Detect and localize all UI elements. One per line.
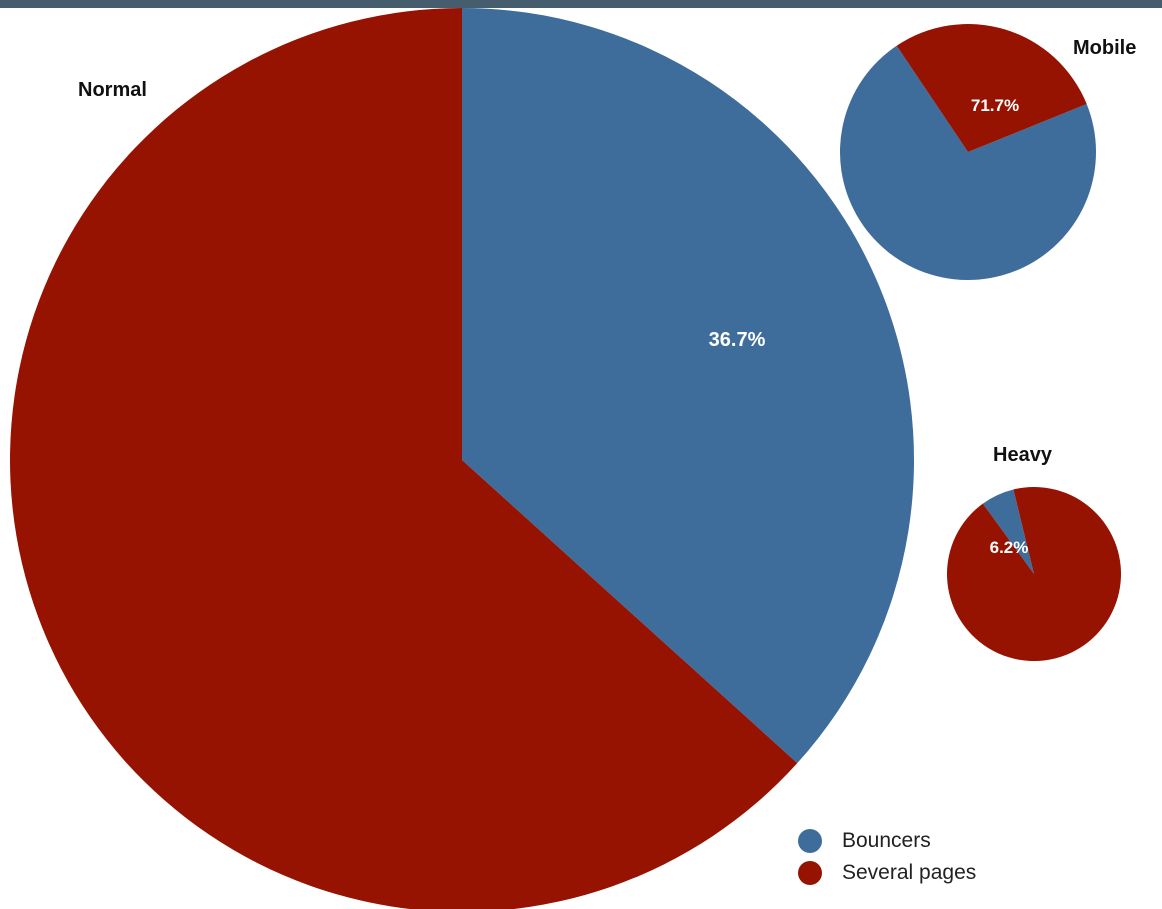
legend-item-bouncers[interactable]: Bouncers bbox=[798, 825, 976, 857]
legend-swatch-bouncers bbox=[798, 829, 822, 853]
slice-heavy-several-pages[interactable] bbox=[947, 487, 1122, 661]
slice-heavy-bouncers[interactable] bbox=[982, 489, 1034, 574]
legend-label-several-pages: Several pages bbox=[842, 861, 977, 884]
pie-mobile: Mobile 71.7% bbox=[840, 23, 1136, 280]
slice-mobile-bouncers[interactable] bbox=[840, 45, 1097, 280]
slice-label-heavy: 6.2% bbox=[990, 538, 1029, 557]
top-bar bbox=[0, 0, 1162, 8]
pie-title-heavy: Heavy bbox=[993, 444, 1053, 466]
legend-swatch-several-pages bbox=[798, 861, 822, 885]
legend-label-bouncers: Bouncers bbox=[842, 829, 931, 852]
pie-normal: Normal 36.7% bbox=[10, 7, 915, 909]
slice-label-mobile: 71.7% bbox=[971, 96, 1019, 115]
legend: Bouncers Several pages bbox=[798, 825, 976, 889]
pie-heavy: Heavy 6.2% bbox=[947, 444, 1122, 661]
legend-item-several-pages[interactable]: Several pages bbox=[798, 857, 976, 889]
slice-mobile-several-pages[interactable] bbox=[896, 23, 1087, 152]
slice-label-normal: 36.7% bbox=[709, 329, 766, 351]
slice-normal-several-pages[interactable] bbox=[10, 8, 798, 909]
slice-normal-bouncers[interactable] bbox=[462, 7, 915, 764]
pie-title-mobile: Mobile bbox=[1073, 37, 1136, 59]
pie-title-normal: Normal bbox=[78, 79, 147, 101]
